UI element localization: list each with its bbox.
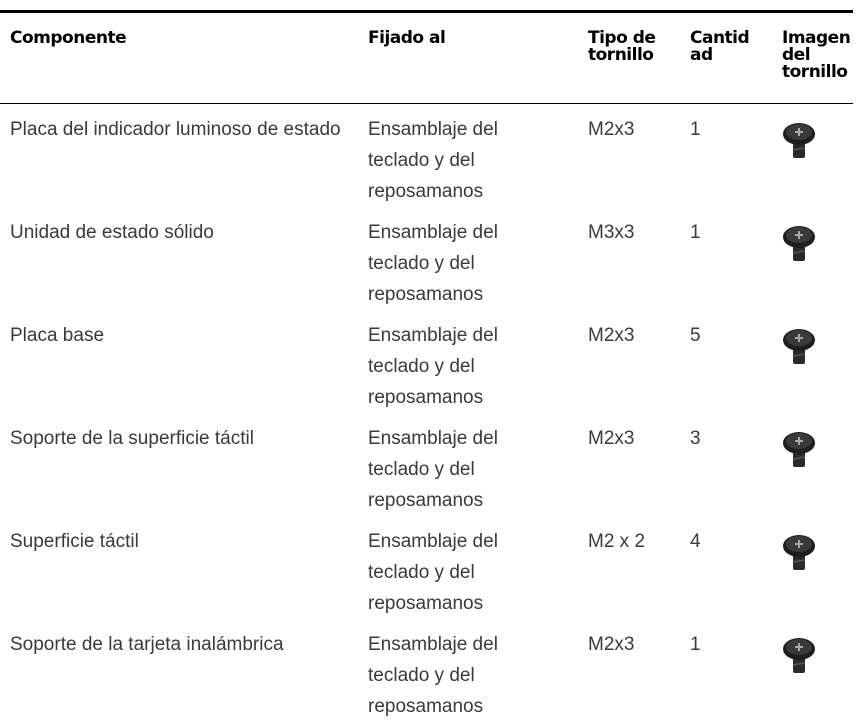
screw-image-cell <box>772 619 853 722</box>
table-cell: 5 <box>680 310 772 413</box>
table-cell: Ensamblaje del teclado y del reposamanos <box>358 413 578 516</box>
table-cell: 1 <box>680 104 772 208</box>
table-cell: M2x3 <box>578 310 680 413</box>
screw-image-cell <box>772 413 853 516</box>
table-cell: Soporte de la superficie táctil <box>0 413 358 516</box>
screw-image-cell <box>772 310 853 413</box>
table-cell: Placa base <box>0 310 358 413</box>
table-cell: Placa del indicador luminoso de estado <box>0 104 358 208</box>
screw-image-cell <box>772 207 853 310</box>
table-cell: Ensamblaje del teclado y del reposamanos <box>358 516 578 619</box>
table-cell: Ensamblaje del teclado y del reposamanos <box>358 310 578 413</box>
table-cell: Unidad de estado sólido <box>0 207 358 310</box>
table-cell: Superficie táctil <box>0 516 358 619</box>
screw-image-cell <box>772 104 853 208</box>
screw-icon <box>782 530 816 574</box>
table-cell: Soporte de la tarjeta inalámbrica <box>0 619 358 722</box>
column-header: Fijado al <box>358 12 578 104</box>
table-cell: M2x3 <box>578 104 680 208</box>
screw-icon <box>782 118 816 162</box>
column-header: Tipo de tornillo <box>578 12 680 104</box>
table-cell: 1 <box>680 207 772 310</box>
screw-image-cell <box>772 516 853 619</box>
table-cell: 4 <box>680 516 772 619</box>
table-cell: M2x3 <box>578 413 680 516</box>
screw-icon <box>782 221 816 265</box>
table-cell: Ensamblaje del teclado y del reposamanos <box>358 104 578 208</box>
table-cell: 1 <box>680 619 772 722</box>
column-header: Cantid ad <box>680 12 772 104</box>
screw-icon <box>782 633 816 677</box>
table-cell: Ensamblaje del teclado y del reposamanos <box>358 619 578 722</box>
table-cell: M2 x 2 <box>578 516 680 619</box>
column-header: Componente <box>0 12 358 104</box>
table-cell: M2x3 <box>578 619 680 722</box>
table-cell: Ensamblaje del teclado y del reposamanos <box>358 207 578 310</box>
screw-icon <box>782 324 816 368</box>
column-header: Imagen del tornillo <box>772 12 853 104</box>
table-cell: 3 <box>680 413 772 516</box>
table-cell: M3x3 <box>578 207 680 310</box>
screw-icon <box>782 427 816 471</box>
